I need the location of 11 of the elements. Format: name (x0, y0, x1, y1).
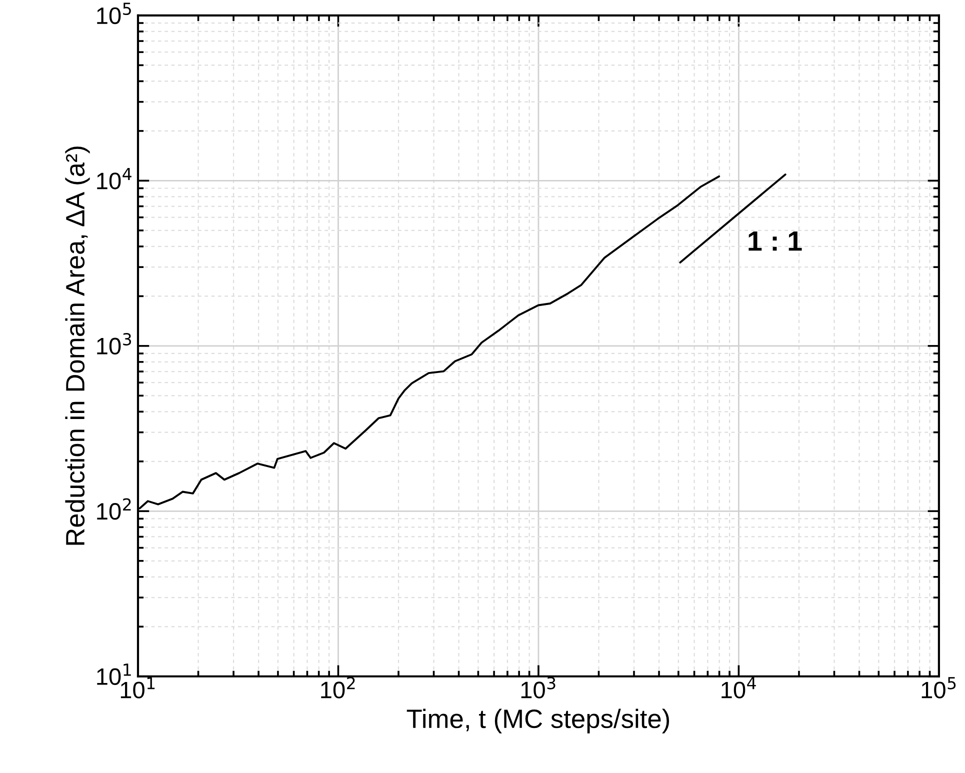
x-tick-label: 10$^{4}$ (722, 677, 756, 698)
x-axis-title: Time, t (MC steps/site) (406, 708, 670, 734)
y-tick-label: 10$^{4}$ (97, 168, 132, 190)
y-tick-label: 10$^{2}$ (97, 498, 131, 520)
x-tick-label: 10$^{2}$ (321, 676, 355, 698)
y-tick-label: 10$^{3}$ (97, 332, 132, 355)
y-tick-label: 10$^{5}$ (97, 2, 131, 24)
x-tick-label: 10$^{5}$ (922, 677, 956, 698)
y-axis-title: Reduction in Domain Area, ΔA (a²) (65, 146, 90, 545)
x-tick-label: 10$^{3}$ (521, 676, 556, 698)
annotation: 1 : 1 (748, 232, 802, 251)
